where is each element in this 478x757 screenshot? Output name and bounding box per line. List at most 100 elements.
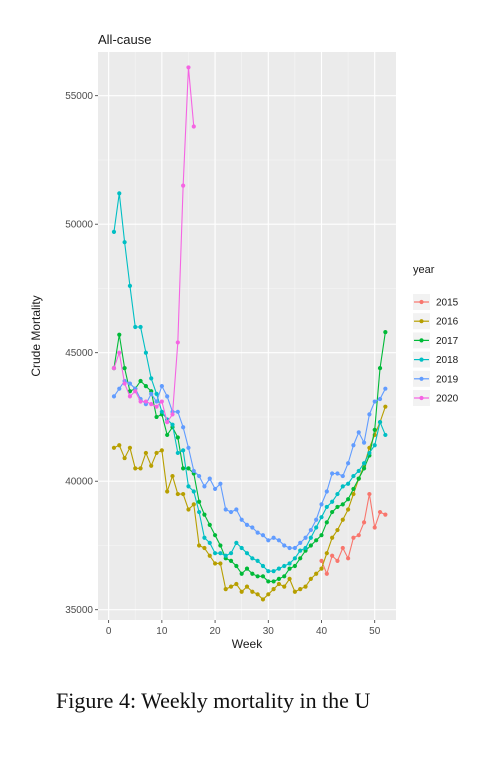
data-point-2019: [271, 535, 276, 540]
legend-key-point: [419, 395, 424, 401]
data-point-2019: [351, 443, 356, 448]
data-point-2016: [244, 584, 250, 589]
data-point-2016: [324, 551, 329, 556]
data-point-2019: [260, 533, 266, 538]
data-point-2018: [351, 473, 356, 479]
x-tick-label: 30: [263, 626, 275, 637]
data-point-2017: [244, 566, 250, 571]
data-point-2017: [314, 538, 319, 543]
x-tick-label: 40: [316, 626, 328, 637]
data-point-2018: [287, 561, 292, 566]
data-point-2020: [149, 402, 154, 407]
data-point-2016: [218, 561, 223, 566]
series-2020: [111, 65, 196, 425]
series-2018: [111, 191, 388, 574]
data-point-2019: [255, 530, 260, 535]
data-point-2020: [122, 381, 127, 386]
data-point-2016: [319, 566, 324, 571]
data-point-2019: [154, 399, 159, 404]
data-point-2019: [165, 394, 170, 399]
legend: year 2015 2016 2017 2018 2019 2020: [413, 264, 459, 406]
data-point-2019: [159, 384, 164, 389]
data-point-2015: [319, 558, 324, 563]
data-point-2020: [165, 419, 170, 425]
data-point-2018: [377, 419, 383, 425]
data-point-2018: [346, 481, 351, 486]
data-point-2019: [314, 517, 319, 522]
data-point-2015: [377, 509, 383, 515]
data-point-2017: [250, 571, 255, 576]
legend-label: 2019: [436, 374, 459, 385]
data-point-2019: [276, 538, 282, 543]
data-point-2018: [223, 553, 228, 558]
data-point-2017: [324, 520, 329, 525]
data-point-2018: [330, 499, 335, 504]
data-point-2019: [111, 394, 117, 399]
data-point-2018: [314, 525, 319, 530]
x-axis-title: Week: [232, 637, 263, 651]
data-point-2018: [186, 484, 191, 489]
data-point-2019: [234, 507, 239, 512]
series-line-2020: [113, 66, 195, 423]
legend-items: 2015 2016 2017 2018 2019 2020: [413, 294, 459, 406]
data-point-2017: [218, 543, 223, 548]
data-point-2018: [143, 350, 148, 355]
data-point-2016: [298, 587, 303, 592]
data-point-2020: [117, 350, 122, 355]
data-point-2018: [154, 391, 159, 396]
data-point-2019: [181, 425, 186, 430]
data-point-2018: [335, 491, 340, 497]
x-tick-label: 10: [156, 626, 168, 637]
data-point-2017: [212, 533, 218, 538]
legend-item-2016: 2016: [413, 313, 459, 330]
series-line-2018: [113, 192, 386, 572]
data-point-2016: [212, 561, 218, 566]
data-point-2019: [239, 517, 244, 522]
data-point-2017: [361, 466, 367, 471]
data-point-2020: [191, 124, 196, 129]
data-point-2016: [202, 545, 207, 551]
data-point-2018: [340, 484, 345, 489]
data-point-2016: [175, 491, 180, 497]
data-point-2018: [122, 240, 127, 245]
data-point-2019: [372, 399, 377, 404]
data-point-2020: [133, 389, 138, 394]
legend-item-2017: 2017: [413, 332, 459, 349]
x-tick-label: 50: [369, 626, 381, 637]
data-point-2019: [202, 484, 207, 489]
data-point-2016: [266, 592, 271, 597]
data-point-2017: [356, 476, 361, 481]
data-point-2016: [287, 576, 292, 581]
legend-key-point: [419, 357, 424, 362]
data-point-2016: [239, 589, 244, 594]
data-point-2019: [149, 391, 154, 396]
data-point-2016: [117, 443, 122, 448]
data-point-2016: [186, 507, 191, 512]
chart-title: All-cause: [98, 32, 151, 47]
data-point-2019: [207, 476, 212, 481]
data-point-2018: [149, 376, 154, 381]
data-point-2017: [335, 504, 340, 510]
data-point-2018: [228, 551, 234, 556]
data-point-2016: [292, 589, 297, 594]
data-point-2019: [250, 525, 255, 530]
data-point-2016: [181, 491, 186, 497]
data-point-2018: [159, 409, 164, 414]
data-point-2020: [170, 412, 175, 417]
data-point-2019: [127, 381, 133, 386]
data-point-2017: [292, 563, 297, 569]
legend-label: 2017: [436, 336, 459, 347]
data-point-2016: [133, 466, 138, 471]
data-point-2015: [367, 491, 372, 497]
legend-label: 2018: [436, 355, 459, 366]
data-point-2015: [324, 571, 329, 576]
data-point-2016: [154, 450, 159, 456]
data-point-2017: [287, 566, 292, 571]
data-point-2019: [282, 543, 287, 548]
data-point-2016: [149, 463, 154, 468]
data-point-2018: [319, 515, 324, 520]
data-point-2017: [372, 427, 377, 432]
data-point-2018: [138, 324, 143, 330]
data-point-2018: [255, 558, 260, 563]
data-point-2018: [191, 489, 196, 494]
